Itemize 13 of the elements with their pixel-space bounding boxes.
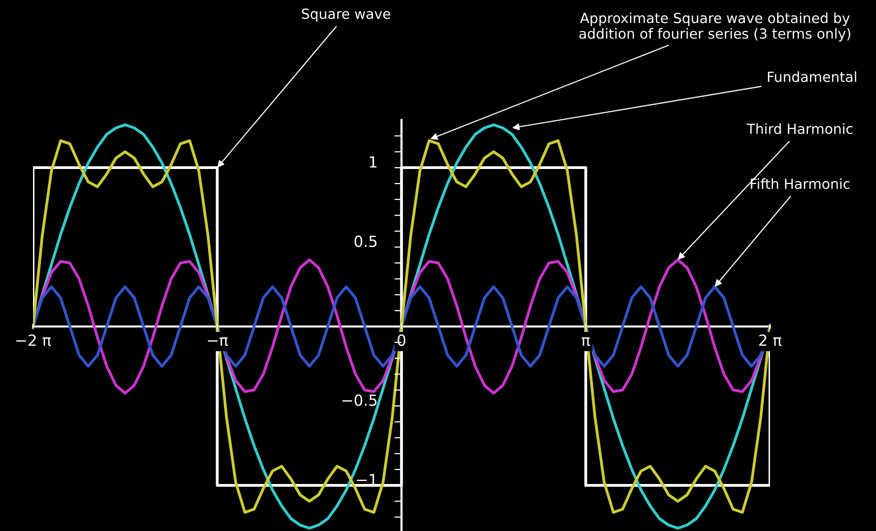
annotation: Square wave: [302, 8, 390, 22]
x-tick-label: 2 π: [759, 334, 782, 346]
y-tick-label: −0.5: [342, 394, 377, 406]
y-tick-label: 1: [370, 156, 376, 168]
x-tick-label: −π: [208, 337, 228, 346]
x-tick-label: 0: [398, 334, 406, 346]
annotation: Approximate Square wave obtained by addition of fourier series (3 terms only): [579, 12, 850, 42]
x-tick-label: −2 π: [16, 334, 51, 346]
y-tick-label: 0.5: [354, 236, 377, 248]
annotation: Fundamental: [768, 71, 856, 82]
x-tick-label: π: [582, 337, 590, 346]
annotation: Third Harmonic: [746, 123, 852, 134]
annotation: Fifth Harmonic: [750, 178, 850, 190]
